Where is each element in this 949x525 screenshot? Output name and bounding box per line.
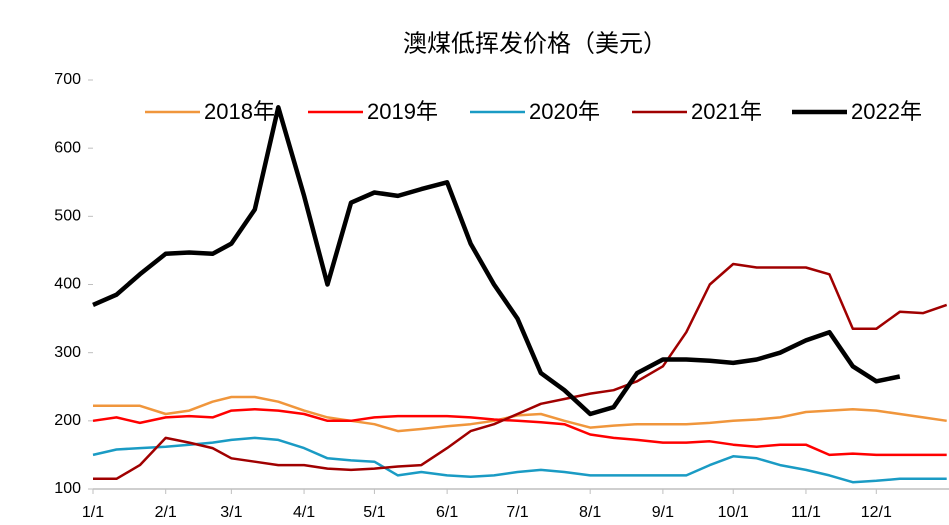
x-tick-label: 7/1	[506, 504, 528, 521]
x-tick-label: 5/1	[363, 504, 385, 521]
legend-label: 2022年	[851, 99, 922, 124]
series-line	[92, 105, 901, 417]
x-tick-label: 2/1	[155, 504, 177, 521]
x-tick-label: 9/1	[652, 504, 674, 521]
legend-label: 2021年	[691, 99, 762, 124]
y-tick-label: 600	[54, 139, 81, 156]
x-tick-label: 4/1	[293, 504, 315, 521]
x-tick-label: 10/1	[718, 504, 749, 521]
y-tick-label: 500	[54, 208, 81, 225]
legend-label: 2020年	[529, 99, 600, 124]
series-line	[93, 262, 948, 481]
y-tick-label: 300	[54, 344, 81, 361]
x-tick-label: 6/1	[436, 504, 458, 521]
series-line	[93, 395, 947, 433]
x-tick-label: 8/1	[579, 504, 601, 521]
x-tick-label: 12/1	[861, 504, 892, 521]
x-tick-label: 1/1	[82, 504, 104, 521]
legend-label: 2019年	[367, 99, 438, 124]
series-line	[92, 436, 947, 484]
y-tick-label: 700	[54, 71, 81, 88]
series-line	[92, 407, 947, 457]
x-tick-label: 3/1	[220, 504, 242, 521]
y-tick-label: 400	[54, 276, 81, 293]
chart-title: 澳煤低挥发价格（美元）	[403, 30, 667, 57]
y-tick-label: 200	[54, 412, 81, 429]
y-tick-label: 100	[54, 480, 81, 497]
x-tick-label: 11/1	[791, 504, 821, 521]
legend-label: 2018年	[204, 99, 275, 124]
